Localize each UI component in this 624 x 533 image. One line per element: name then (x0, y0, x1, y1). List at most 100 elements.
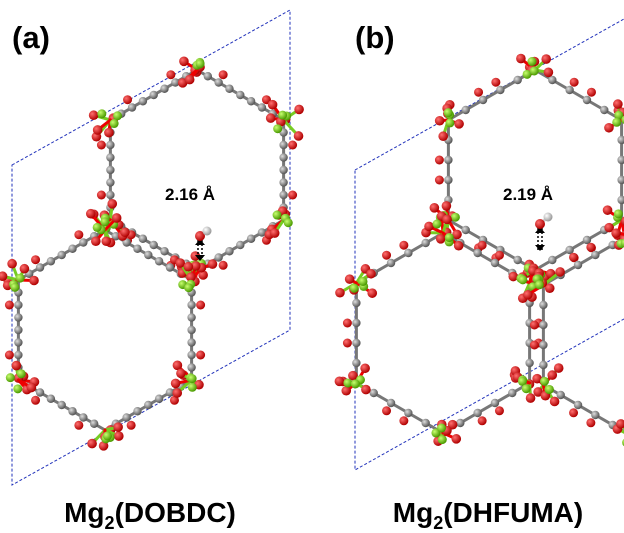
atom (473, 249, 481, 257)
atom (6, 373, 15, 382)
atom (583, 96, 591, 104)
atom (106, 141, 114, 149)
atom (516, 54, 526, 64)
atom (495, 406, 504, 415)
atom (86, 209, 96, 219)
atom (513, 76, 521, 84)
caption-rest: (DHFUMA) (443, 497, 583, 528)
atom (547, 370, 557, 380)
atom (184, 283, 193, 292)
atom (89, 110, 99, 120)
atom (27, 383, 37, 393)
atom (149, 91, 157, 99)
atom (586, 418, 595, 427)
atom (97, 109, 106, 118)
atom (530, 321, 539, 330)
atom (508, 389, 516, 397)
atom (442, 215, 452, 225)
atom (430, 203, 440, 213)
atom (540, 377, 549, 386)
atom (424, 222, 434, 232)
structures (0, 10, 624, 485)
atom (544, 213, 553, 222)
atom (7, 259, 17, 269)
bond (535, 70, 622, 120)
atom (617, 196, 624, 204)
atom (444, 108, 453, 117)
atom (288, 191, 297, 200)
atom (491, 399, 499, 407)
atom (144, 401, 152, 409)
atom (433, 220, 442, 229)
atom (93, 125, 103, 135)
atom (29, 276, 39, 286)
panel-label: (a) (12, 20, 50, 55)
atom (273, 124, 282, 133)
atom (219, 261, 228, 270)
atom (236, 91, 244, 99)
atom (350, 284, 359, 293)
atom (548, 76, 556, 84)
atom (20, 264, 30, 274)
atom (404, 249, 412, 257)
atom (5, 351, 14, 360)
atom (106, 191, 114, 199)
atom (127, 421, 136, 430)
atom (214, 253, 222, 261)
atom (370, 389, 378, 397)
atom (548, 256, 556, 264)
atom (604, 123, 614, 133)
atom (107, 199, 117, 209)
atom (451, 434, 461, 444)
atom (545, 385, 554, 394)
atom (555, 267, 565, 277)
atom (187, 363, 195, 371)
atom (351, 379, 360, 388)
atom (491, 259, 499, 267)
atom (288, 141, 297, 150)
atom (574, 401, 582, 409)
atom (14, 313, 22, 321)
atom (103, 431, 112, 440)
atom (110, 119, 119, 128)
atom (442, 201, 452, 211)
atom (139, 235, 147, 243)
atom (541, 54, 551, 64)
atom (530, 66, 539, 75)
atom (179, 56, 189, 66)
atom (341, 386, 351, 396)
atom (166, 70, 175, 79)
atom (203, 227, 212, 236)
atom (204, 72, 212, 80)
atom (279, 166, 287, 174)
atom (188, 383, 197, 392)
atom (268, 100, 278, 110)
atom (569, 408, 578, 417)
atom (279, 153, 287, 161)
atom (31, 255, 40, 264)
atom (444, 176, 452, 184)
atom (617, 136, 624, 144)
distance-label: 2.19 Å (503, 185, 553, 204)
atom (196, 59, 205, 68)
atom (382, 406, 391, 415)
atom (5, 301, 14, 310)
caption-base: Mg (64, 497, 104, 528)
atom (335, 377, 345, 387)
atom (474, 88, 483, 97)
atom (74, 421, 83, 430)
atom (225, 247, 233, 255)
atom (68, 407, 76, 415)
atom (160, 247, 168, 255)
atom (591, 411, 599, 419)
atom (569, 253, 578, 262)
atom (122, 413, 130, 421)
atom (479, 96, 487, 104)
atom (570, 78, 579, 87)
atom (544, 68, 554, 78)
atom (123, 95, 132, 104)
atom (93, 223, 102, 232)
atom (97, 141, 106, 150)
atom (591, 251, 599, 259)
caption: Mg2(DOBDC) (64, 497, 236, 533)
